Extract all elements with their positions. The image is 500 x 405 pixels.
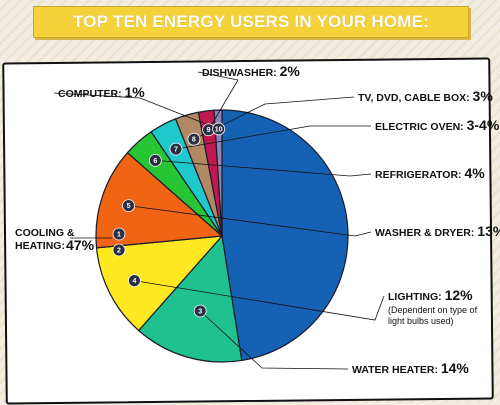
leader-10	[53, 92, 219, 130]
label-5: WASHER & DRYER: 13%	[375, 223, 500, 239]
badge-6	[148, 153, 162, 167]
label-10-name: COMPUTER:	[58, 88, 125, 100]
badge-4-text: 4	[132, 278, 136, 285]
label-10: COMPUTER: 1%	[58, 84, 145, 100]
slice-3	[137, 234, 243, 363]
badge-9-text: 9	[207, 127, 211, 134]
label-7: ELECTRIC OVEN: 3-4%	[375, 117, 500, 133]
label-lighting-note-1: (Dependent on type of	[388, 305, 478, 315]
label-lighting-note-2: light bulbs used)	[388, 316, 454, 326]
label-8: TV, DVD, CABLE BOX: 3%	[358, 88, 493, 104]
badge-5	[122, 199, 135, 213]
badge-2	[112, 243, 126, 257]
leader-7	[175, 125, 371, 150]
badge-8	[187, 132, 201, 146]
label-7-value: 3-4%	[467, 117, 500, 133]
label-cooling-value: 47%	[66, 237, 95, 253]
label-4-name: LIGHTING:	[388, 291, 445, 303]
label-4-value: 12%	[445, 287, 474, 303]
label-9: DISHWASHER: 2%	[202, 63, 300, 79]
badge-3-text: 3	[198, 309, 202, 316]
badge-1	[112, 227, 126, 241]
badge-6-text: 6	[153, 158, 157, 165]
leader-5	[128, 205, 372, 237]
label-5-name: WASHER & DRYER:	[375, 227, 477, 239]
badge-3	[193, 304, 207, 318]
label-7-name: ELECTRIC OVEN:	[375, 121, 467, 133]
leader-6	[155, 160, 372, 177]
badge-10	[212, 122, 226, 136]
slice-5	[95, 151, 224, 249]
leader-9	[197, 71, 239, 130]
leader-3	[199, 310, 349, 370]
label-6: REFRIGERATOR: 4%	[375, 165, 485, 181]
label-9-name: DISHWASHER:	[202, 67, 280, 79]
label-5-value: 13%	[477, 223, 500, 239]
label-8-name: TV, DVD, CABLE BOX:	[358, 92, 473, 104]
label-4: LIGHTING: 12%	[388, 287, 473, 303]
label-6-name: REFRIGERATOR:	[375, 169, 464, 181]
badge-4	[128, 274, 141, 288]
slice-4	[95, 235, 224, 332]
label-9-value: 2%	[280, 63, 301, 79]
label-3-value: 14%	[441, 360, 470, 376]
chart-title: TOP TEN ENERGY USERS IN YOUR HOME:	[73, 12, 429, 31]
slice-1	[221, 109, 349, 362]
badge-5-text: 5	[127, 203, 131, 210]
label-8-value: 3%	[473, 88, 494, 104]
badge-8-text: 8	[192, 137, 196, 144]
label-heating-name: HEATING:	[15, 240, 65, 252]
badge-7-text: 7	[174, 147, 178, 154]
badge-1-text: 1	[117, 232, 121, 239]
leader-4	[134, 280, 385, 321]
label-6-value: 4%	[464, 165, 485, 181]
label-3: WATER HEATER: 14%	[352, 360, 469, 376]
badge-10-text: 10	[215, 126, 223, 133]
badge-7	[169, 142, 183, 156]
label-3-name: WATER HEATER:	[352, 364, 441, 376]
badge-2-text: 2	[117, 248, 121, 255]
label-cooling-name: COOLING &	[15, 227, 75, 239]
title-banner: TOP TEN ENERGY USERS IN YOUR HOME:	[33, 6, 469, 38]
label-10-value: 1%	[125, 84, 146, 100]
